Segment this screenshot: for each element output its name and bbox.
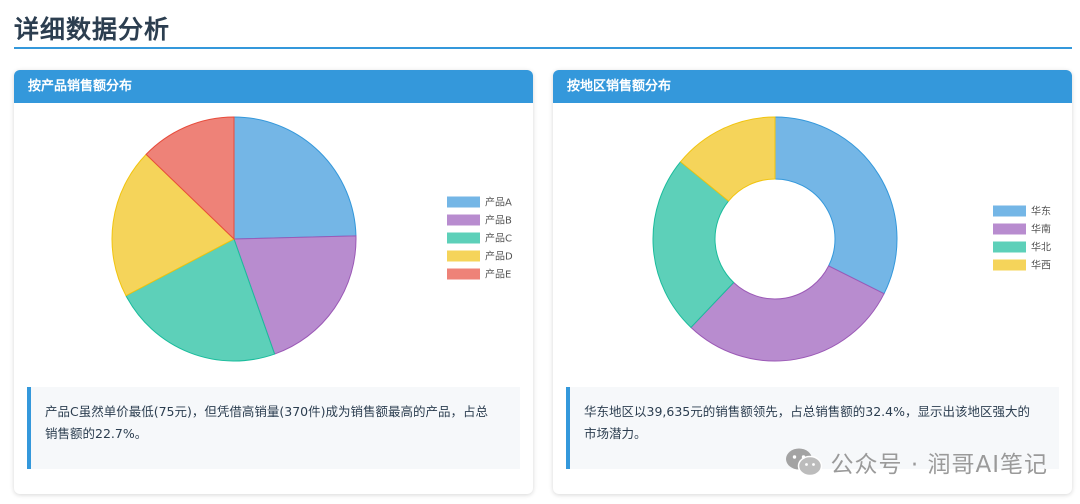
- legend-swatch-4[interactable]: [993, 259, 1026, 271]
- pie-slice-1[interactable]: [233, 116, 357, 240]
- legend-swatch-4[interactable]: [447, 250, 480, 262]
- legend-swatch-5[interactable]: [447, 268, 480, 280]
- insight-box: 华东地区以39,635元的销售额领先，占总销售额的32.4%，显示出该地区强大的…: [566, 387, 1059, 469]
- region-sales-card: 按地区销售额分布 华东华南华北华西 华东地区以39,635元的销售额领先，占总销…: [553, 70, 1072, 494]
- legend-swatch-3[interactable]: [447, 232, 480, 244]
- title-divider: [14, 47, 1072, 49]
- insight-text: 华东地区以39,635元的销售额领先，占总销售额的32.4%，显示出该地区强大的…: [584, 404, 1030, 441]
- pie-slice-3[interactable]: [652, 161, 735, 329]
- watermark: 公众号 · 润哥AI笔记: [785, 445, 1048, 479]
- wechat-icon: [785, 448, 822, 477]
- pie-slice-2[interactable]: [690, 265, 885, 362]
- legend-label-3[interactable]: 华北: [1031, 241, 1051, 254]
- legend-swatch-3[interactable]: [993, 241, 1026, 253]
- legend-label-2[interactable]: 产品B: [485, 214, 512, 227]
- legend-swatch-1[interactable]: [993, 205, 1026, 217]
- page-title: 详细数据分析: [14, 15, 171, 44]
- pie-slice-4[interactable]: [111, 153, 235, 297]
- legend-label-1[interactable]: 华东: [1031, 205, 1051, 218]
- card-header: 按地区销售额分布: [553, 70, 1072, 103]
- legend-swatch-2[interactable]: [447, 214, 480, 226]
- legend-label-1[interactable]: 产品A: [485, 196, 512, 209]
- product-pie-chart: 产品A 产品B 产品C 产品D 产品E: [111, 116, 513, 362]
- watermark-text: 公众号 · 润哥AI笔记: [830, 452, 1048, 478]
- insight-box: 产品C虽然单价最低(75元)，但凭借高销量(370件)成为销售额最高的产品，占总…: [27, 387, 520, 469]
- card-header: 按产品销售额分布: [14, 70, 533, 103]
- legend-label-2[interactable]: 华南: [1031, 223, 1051, 236]
- pie-slice-5[interactable]: [145, 116, 235, 241]
- legend-swatch-2[interactable]: [993, 223, 1026, 235]
- product-sales-card: 按产品销售额分布 产品A 产品B 产品C 产品D 产品E 产品C虽然单价最低(75元)，…: [14, 70, 533, 494]
- pie-slice-4[interactable]: [679, 116, 776, 202]
- pie-slice-1[interactable]: [774, 116, 898, 295]
- legend-label-3[interactable]: 产品C: [485, 232, 512, 245]
- legend-label-4[interactable]: 华西: [1031, 259, 1051, 272]
- insight-text: 产品C虽然单价最低(75元)，但凭借高销量(370件)成为销售额最高的产品，占总…: [45, 404, 489, 441]
- pie-slice-3[interactable]: [125, 238, 276, 362]
- legend-label-5[interactable]: 产品E: [485, 268, 511, 281]
- legend-label-4[interactable]: 产品D: [485, 250, 513, 263]
- legend-swatch-1[interactable]: [447, 196, 480, 208]
